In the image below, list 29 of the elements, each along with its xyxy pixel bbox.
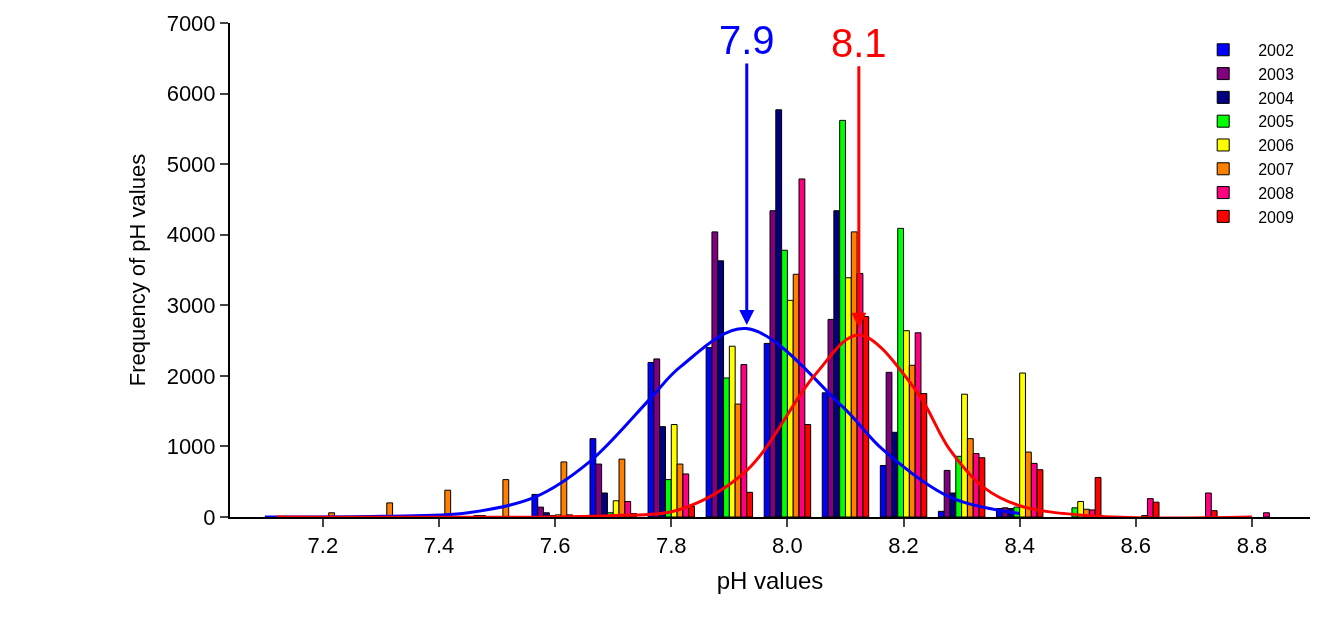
legend-label: 2006 bbox=[1258, 137, 1294, 155]
y-tick-label: 6000 bbox=[166, 81, 216, 107]
x-tick-label: 7.8 bbox=[655, 533, 687, 559]
legend-label: 2007 bbox=[1258, 161, 1294, 179]
y-tick-label: 7000 bbox=[166, 10, 216, 36]
y-axis-title: Frequency of pH values bbox=[124, 153, 150, 387]
y-tick-label: 0 bbox=[203, 504, 216, 530]
y-tick-label: 5000 bbox=[166, 151, 216, 177]
annotation: 7.9 bbox=[719, 18, 775, 62]
x-tick-label: 8.2 bbox=[888, 533, 919, 559]
y-tick-label: 2000 bbox=[166, 363, 216, 389]
legend-label: 2005 bbox=[1258, 113, 1294, 131]
legend-label: 2003 bbox=[1258, 65, 1294, 83]
legend-label: 2004 bbox=[1258, 89, 1294, 107]
x-tick-label: 7.4 bbox=[423, 533, 455, 559]
x-tick-label: 7.6 bbox=[539, 533, 571, 559]
x-tick-label: 8.0 bbox=[772, 533, 803, 559]
y-tick-label: 4000 bbox=[166, 222, 216, 248]
legend-label: 2008 bbox=[1258, 184, 1294, 202]
legend-label: 2009 bbox=[1258, 208, 1294, 226]
x-tick-label: 7.2 bbox=[307, 533, 339, 559]
legend-label: 2002 bbox=[1258, 42, 1294, 60]
x-tick-label: 8.8 bbox=[1236, 533, 1268, 559]
y-tick-label: 3000 bbox=[166, 292, 216, 318]
x-tick-label: 8.4 bbox=[1004, 533, 1035, 559]
x-axis-title: pH values bbox=[716, 567, 824, 595]
x-tick-label: 8.6 bbox=[1120, 533, 1152, 559]
y-tick-label: 1000 bbox=[166, 434, 216, 460]
annotation: 8.1 bbox=[831, 21, 887, 65]
